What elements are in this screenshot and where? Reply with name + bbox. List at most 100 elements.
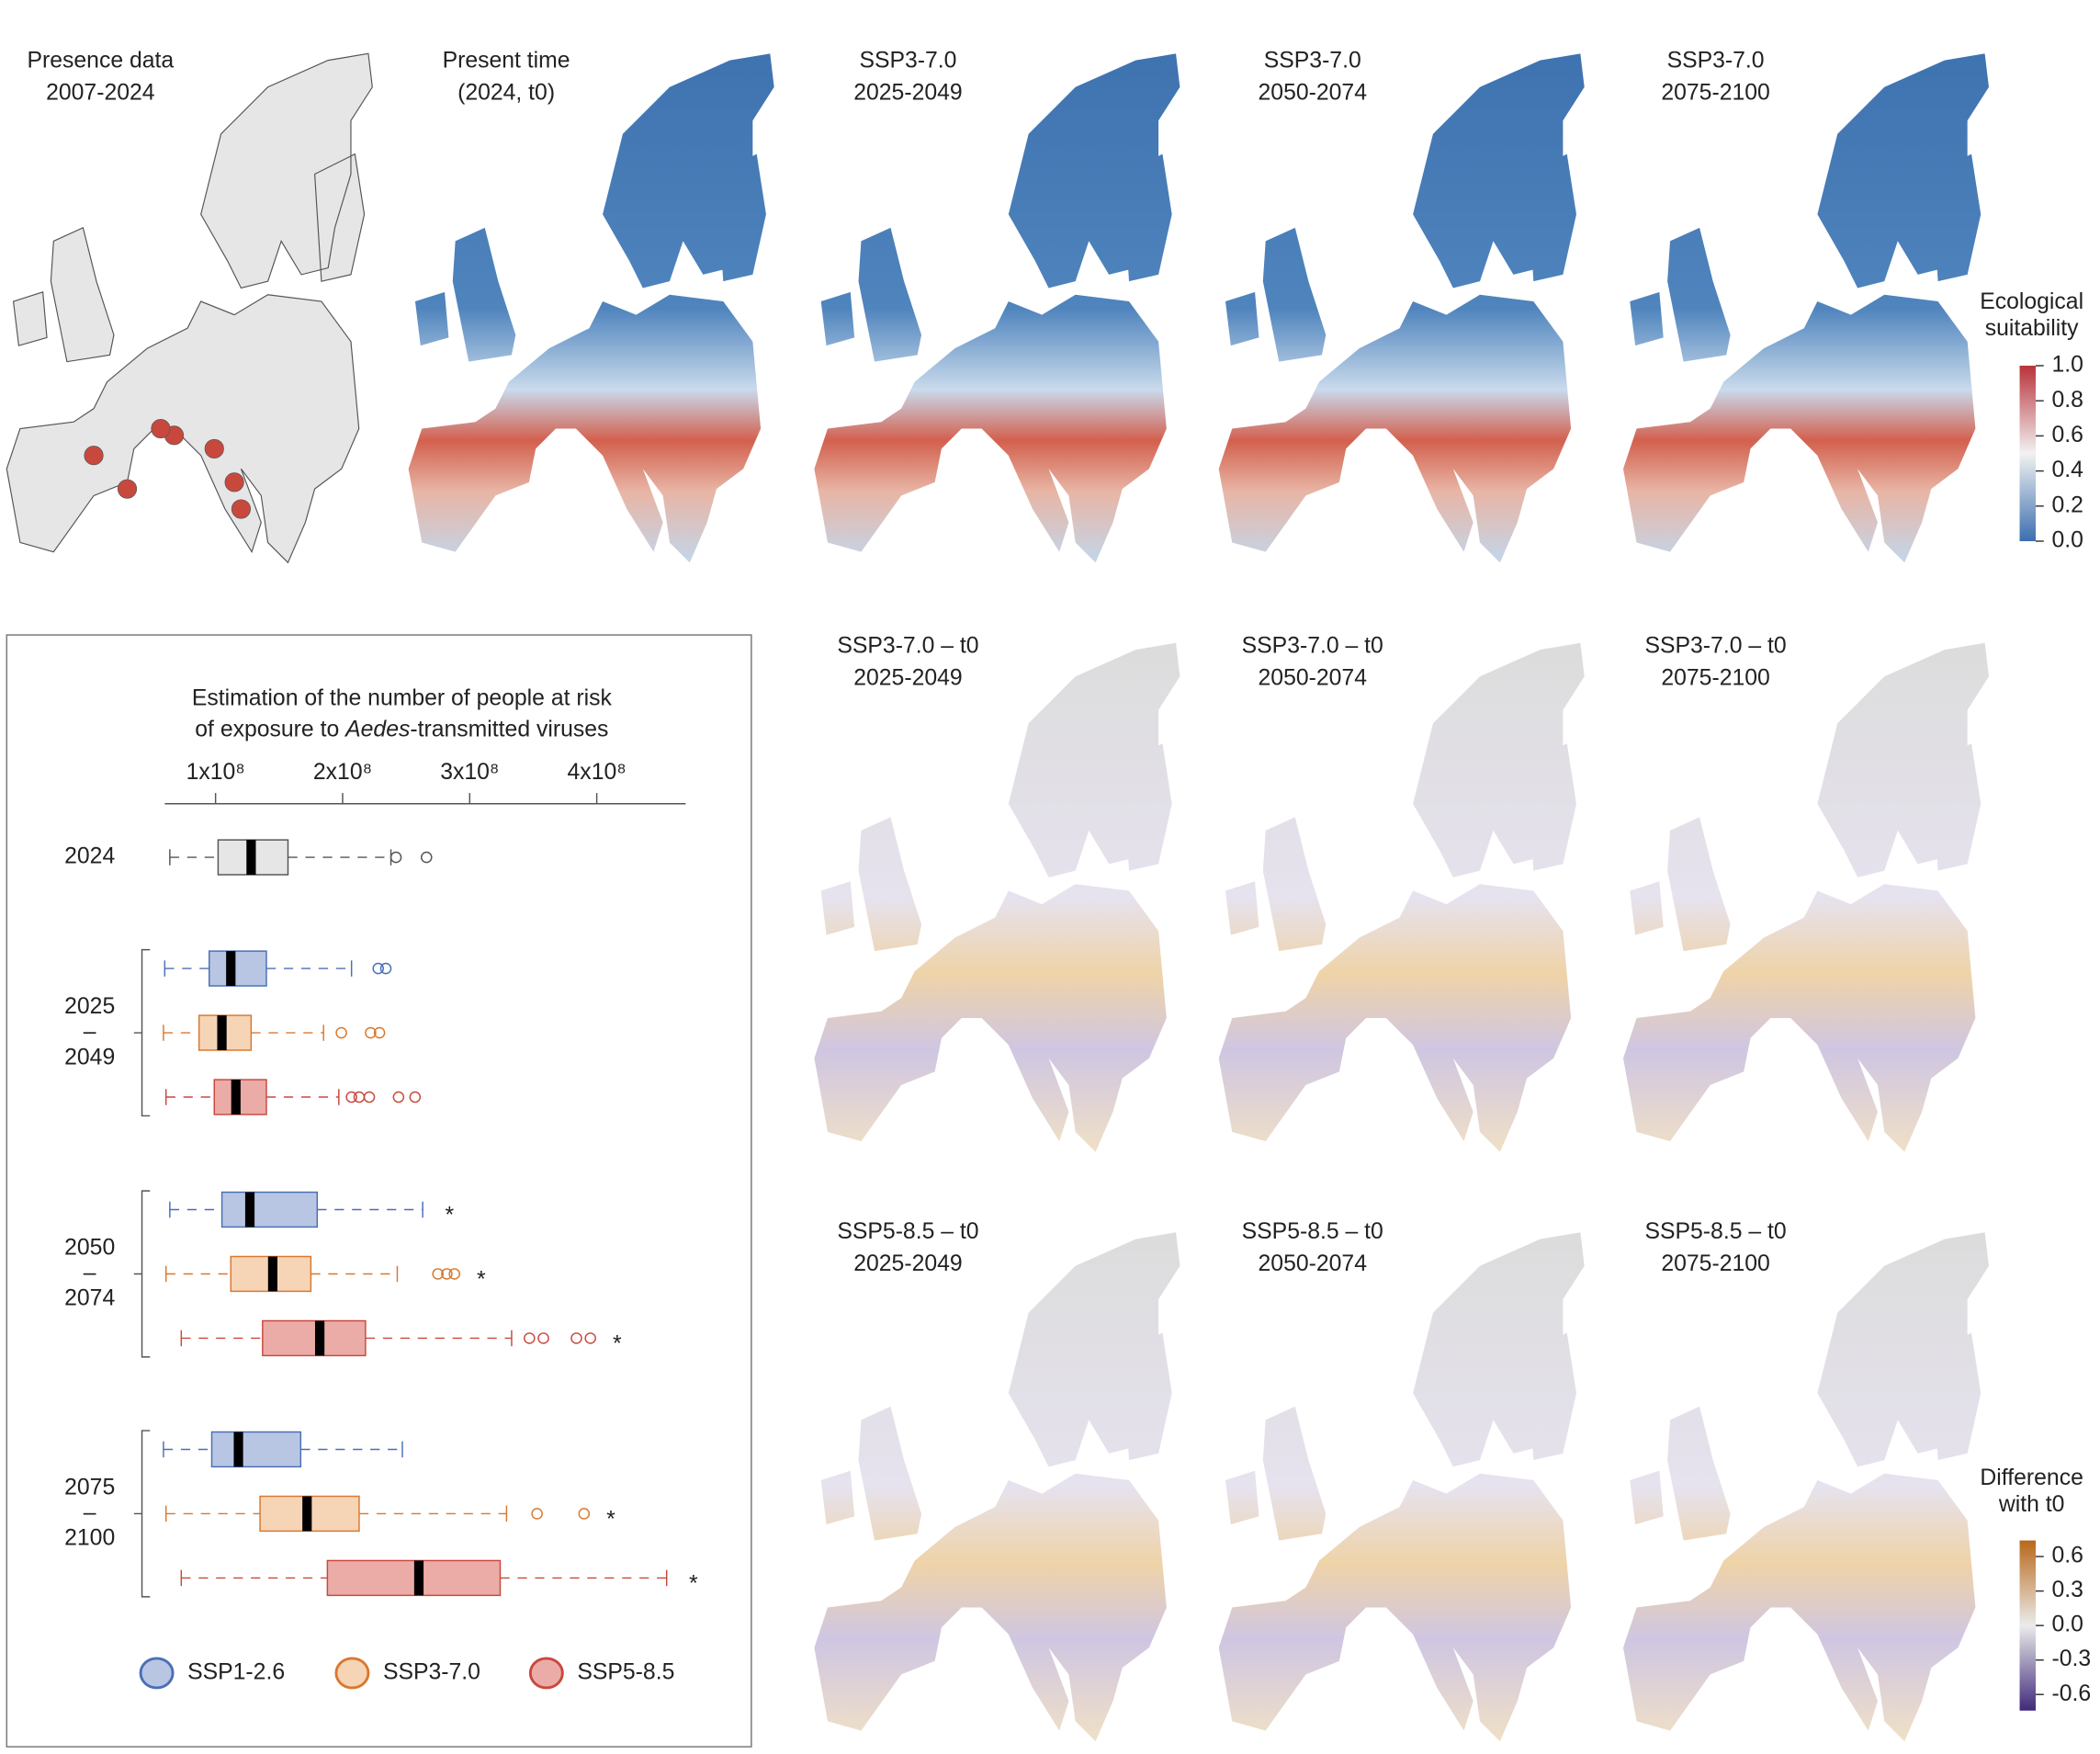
map-title: 2050-2074 bbox=[1259, 666, 1368, 691]
outlier bbox=[578, 1508, 591, 1520]
map-land bbox=[6, 52, 374, 564]
legend-swatch bbox=[334, 1657, 370, 1690]
map-land bbox=[814, 642, 1180, 1152]
median bbox=[267, 1256, 278, 1292]
map-title: SSP3-7.0 – t0 bbox=[837, 634, 978, 659]
map-title: 2007-2024 bbox=[46, 81, 155, 106]
map-land bbox=[814, 1232, 1180, 1742]
colorbar-tick-label: 0.6 bbox=[2052, 1544, 2083, 1568]
box bbox=[220, 1191, 319, 1228]
map-land bbox=[1218, 53, 1585, 563]
chart-title: of exposure to Aedes-transmitted viruses bbox=[195, 717, 608, 741]
map-land bbox=[1622, 53, 1989, 563]
bracket bbox=[133, 948, 151, 1117]
colorbar bbox=[2019, 366, 2037, 542]
map-title: SSP3-7.0 – t0 bbox=[1644, 634, 1786, 659]
box bbox=[262, 1319, 367, 1357]
box bbox=[209, 950, 267, 987]
colorbar-title: Difference bbox=[1980, 1465, 2083, 1490]
period-label: 2049 bbox=[64, 1045, 115, 1069]
map-title: SSP5-8.5 – t0 bbox=[1644, 1219, 1786, 1244]
median bbox=[244, 1192, 255, 1228]
median bbox=[413, 1560, 424, 1596]
map-title: SSP3-7.0 bbox=[859, 49, 956, 74]
period-label: 2025 bbox=[64, 994, 115, 1019]
map-land bbox=[1218, 1232, 1585, 1742]
outlier bbox=[392, 1091, 405, 1103]
map bbox=[6, 52, 374, 564]
map bbox=[1622, 642, 1989, 1152]
presence-patch bbox=[224, 472, 244, 492]
outlier bbox=[409, 1091, 422, 1103]
median bbox=[246, 840, 256, 876]
legend-label: SSP1-2.6 bbox=[187, 1659, 285, 1684]
presence-patch bbox=[204, 438, 224, 458]
map-title: SSP3-7.0 bbox=[1264, 49, 1361, 74]
outlier bbox=[335, 1026, 347, 1039]
legend-label: SSP5-8.5 bbox=[577, 1659, 674, 1684]
colorbar-tick-label: -0.3 bbox=[2052, 1646, 2092, 1671]
presence-patch bbox=[84, 446, 104, 466]
map-title: 2025-2049 bbox=[853, 1251, 962, 1276]
x-tick-label: 2x10⁸ bbox=[313, 760, 372, 785]
colorbar-tick-label: 0.3 bbox=[2052, 1578, 2083, 1602]
boxplot-frame bbox=[6, 634, 752, 1748]
box bbox=[326, 1559, 502, 1597]
legend-label: SSP3-7.0 bbox=[383, 1659, 480, 1684]
row-label: 2024 bbox=[64, 844, 115, 869]
outlier bbox=[379, 962, 392, 975]
outlier bbox=[537, 1332, 549, 1344]
colorbar-title: Ecological bbox=[1980, 289, 2083, 314]
x-tick-label: 1x10⁸ bbox=[186, 760, 245, 785]
x-tick-label: 4x10⁸ bbox=[568, 760, 627, 785]
legend-swatch bbox=[139, 1657, 175, 1690]
period-label: – bbox=[84, 1500, 96, 1525]
map bbox=[1218, 1232, 1585, 1742]
chart-title-part: Aedes bbox=[344, 717, 410, 741]
bracket bbox=[133, 1190, 151, 1358]
legend-swatch bbox=[528, 1657, 564, 1690]
map-title: SSP5-8.5 – t0 bbox=[1242, 1219, 1383, 1244]
map-title: (2024, t0) bbox=[457, 81, 555, 106]
period-label: – bbox=[84, 1020, 96, 1045]
presence-patch bbox=[231, 499, 251, 519]
map bbox=[1622, 1232, 1989, 1742]
colorbar-tick-label: 1.0 bbox=[2052, 353, 2083, 378]
period-label: 2050 bbox=[64, 1235, 115, 1260]
map-title: 2075-2100 bbox=[1661, 666, 1769, 691]
map bbox=[1622, 53, 1989, 563]
outlier bbox=[448, 1268, 460, 1280]
map-title: SSP3-7.0 bbox=[1667, 49, 1765, 74]
map bbox=[814, 53, 1180, 563]
bracket bbox=[133, 1430, 151, 1598]
significance: * bbox=[613, 1331, 622, 1356]
x-tick-label: 3x10⁸ bbox=[440, 760, 499, 785]
colorbar-tick-label: 0.6 bbox=[2052, 423, 2083, 447]
significance: * bbox=[445, 1203, 454, 1228]
colorbar-tick-label: 0.2 bbox=[2052, 492, 2083, 517]
period-label: 2075 bbox=[64, 1475, 115, 1499]
period-label: 2100 bbox=[64, 1526, 115, 1551]
map-land bbox=[1218, 642, 1585, 1152]
map-land bbox=[1622, 1232, 1989, 1742]
outlier bbox=[524, 1332, 536, 1344]
period-label: 2074 bbox=[64, 1286, 115, 1311]
median bbox=[314, 1320, 325, 1356]
map-land bbox=[408, 53, 774, 563]
outlier bbox=[353, 1091, 366, 1103]
map bbox=[1218, 642, 1585, 1152]
significance: * bbox=[689, 1571, 698, 1596]
map-title: SSP3-7.0 – t0 bbox=[1242, 634, 1383, 659]
outlier bbox=[372, 962, 384, 975]
map bbox=[1218, 53, 1585, 563]
outlier bbox=[441, 1268, 453, 1280]
chart-title-part: of exposure to bbox=[195, 717, 345, 741]
map bbox=[814, 642, 1180, 1152]
map-title: Present time bbox=[443, 49, 570, 74]
chart-title: Estimation of the number of people at ri… bbox=[192, 686, 613, 711]
colorbar-title: with t0 bbox=[1998, 1492, 2065, 1517]
map-land bbox=[1622, 642, 1989, 1152]
significance: * bbox=[606, 1507, 615, 1532]
colorbar-tick-label: -0.6 bbox=[2052, 1681, 2092, 1706]
